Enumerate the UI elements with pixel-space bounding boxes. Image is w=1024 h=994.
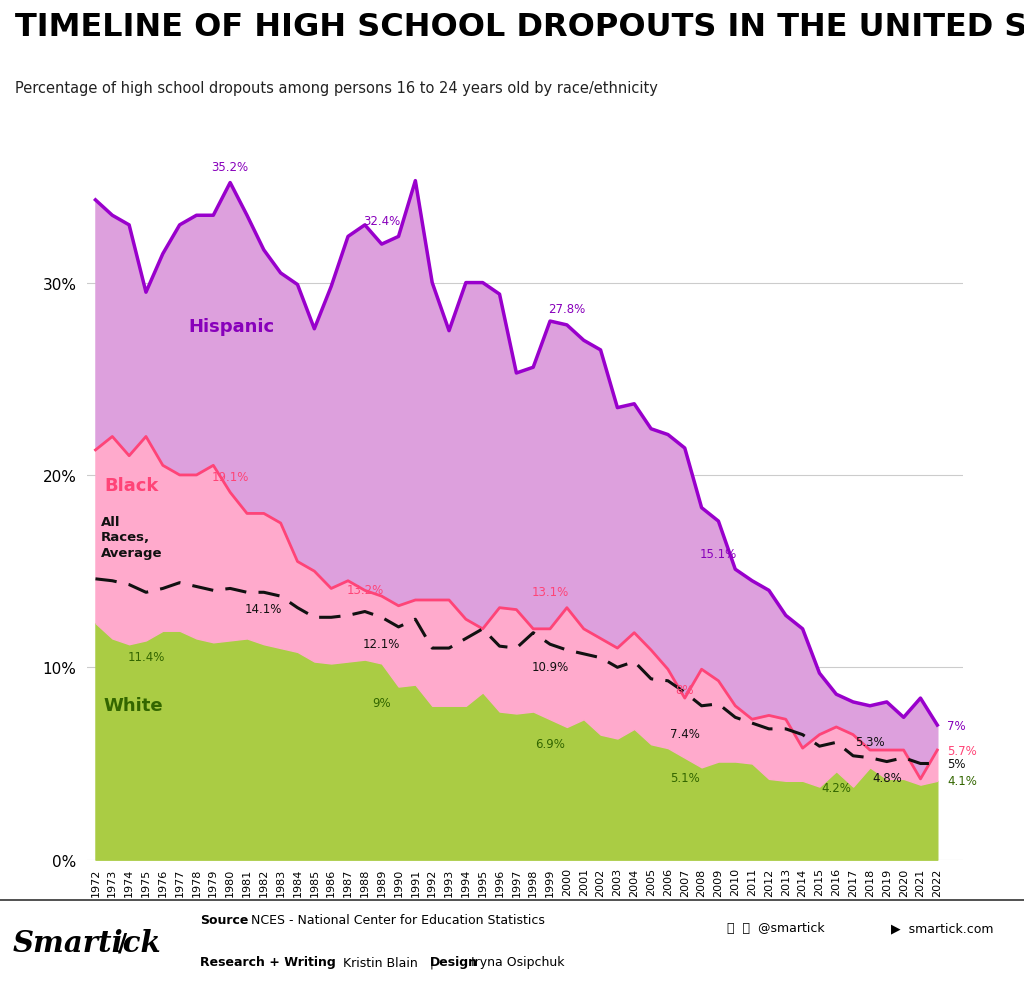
Text: Hispanic: Hispanic [188, 317, 274, 335]
Text: TIMELINE OF HIGH SCHOOL DROPOUTS IN THE UNITED STATES: TIMELINE OF HIGH SCHOOL DROPOUTS IN THE … [15, 13, 1024, 44]
Text: /: / [118, 930, 127, 954]
Text: 9%: 9% [373, 697, 391, 710]
Text: 7%: 7% [947, 719, 966, 732]
Text: Percentage of high school dropouts among persons 16 to 24 years old by race/ethn: Percentage of high school dropouts among… [15, 81, 658, 95]
Text: 5%: 5% [947, 757, 966, 770]
Text: Source: Source [200, 913, 248, 926]
Text: Smartick: Smartick [12, 928, 161, 957]
Text: 4.8%: 4.8% [871, 771, 902, 784]
Text: 5.1%: 5.1% [670, 771, 699, 784]
Text: 11.4%: 11.4% [127, 650, 165, 663]
Text: 6.9%: 6.9% [536, 737, 565, 749]
Text: 35.2%: 35.2% [212, 161, 249, 174]
Text: 7.4%: 7.4% [670, 728, 699, 741]
Text: Iryna Osipchuk: Iryna Osipchuk [471, 955, 564, 968]
Text: 19.1%: 19.1% [212, 470, 249, 483]
Text: Research + Writing: Research + Writing [200, 955, 336, 968]
Text: 13.2%: 13.2% [346, 583, 383, 596]
Text: 32.4%: 32.4% [364, 215, 400, 228]
Text: ▶  smartick.com: ▶ smartick.com [891, 921, 993, 934]
Text: 15.1%: 15.1% [699, 547, 737, 560]
Text: Kristin Blain   |: Kristin Blain | [343, 955, 434, 968]
Text: 27.8%: 27.8% [548, 303, 586, 316]
Text: Design: Design [430, 955, 478, 968]
Text: 4.2%: 4.2% [821, 781, 851, 794]
Text: 8%: 8% [676, 684, 694, 697]
Text: Black: Black [103, 477, 159, 495]
Text: White: White [103, 696, 164, 714]
Text: 14.1%: 14.1% [245, 602, 283, 615]
Text: 4.1%: 4.1% [947, 774, 977, 787]
Text: 10.9%: 10.9% [531, 660, 568, 673]
Text: 5.7%: 5.7% [947, 744, 977, 756]
Text: NCES - National Center for Education Statistics: NCES - National Center for Education Sta… [251, 913, 545, 926]
Text: 12.1%: 12.1% [362, 637, 400, 650]
Text: All
Races,
Average: All Races, Average [100, 515, 162, 560]
Text: 13.1%: 13.1% [531, 585, 568, 598]
Text: ⓨ  ⓞ  @smartick: ⓨ ⓞ @smartick [727, 921, 824, 934]
Text: 5.3%: 5.3% [855, 736, 885, 748]
